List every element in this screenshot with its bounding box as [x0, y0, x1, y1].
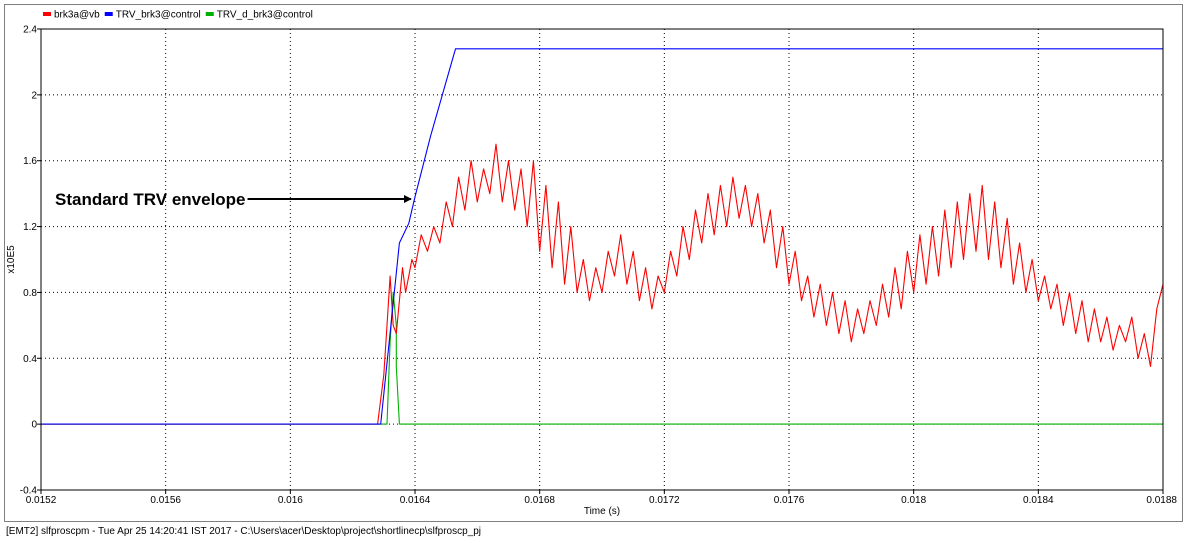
x-tick-label: 0.0168 [524, 495, 555, 506]
y-tick-label: 2.4 [23, 25, 37, 36]
x-tick-label: 0.0176 [774, 495, 805, 506]
x-tick-label: 0.0188 [1146, 495, 1177, 506]
plot-area [41, 29, 1163, 490]
trv-line-chart: 0.0152 0.0156 0.016 0.0164 0.0168 0.0172 0.017… [6, 10, 1177, 518]
legend-label: TRV_brk3@control [116, 10, 201, 21]
series-line-trv-d-brk3-control [41, 291, 1163, 425]
y-tick-label: 0 [31, 420, 37, 431]
plot-border [40, 28, 1164, 491]
legend-label: brk3a@vb [54, 10, 100, 21]
x-tick-label: 0.0184 [1023, 495, 1054, 506]
x-tick-label: 0.0164 [400, 495, 431, 506]
annotations: Standard TRV envelope [55, 190, 412, 209]
y-tick-label: 0.4 [23, 354, 37, 365]
legend-swatch [43, 12, 51, 16]
legend-swatch [205, 12, 214, 16]
plot-frame: 0.0152 0.0156 0.016 0.0164 0.0168 0.0172 0.017… [4, 4, 1183, 522]
x-axis-ticks: 0.0152 0.0156 0.016 0.0164 0.0168 0.0172 0.017… [26, 490, 1177, 506]
y-axis-ticks: -0.4 0 0.4 0.8 1.2 1.6 2 2.4 [20, 25, 41, 497]
y-tick-label: 1.6 [23, 156, 37, 167]
y-tick-label: 2 [31, 90, 37, 101]
series-line-brk3a-vb [41, 143, 1164, 425]
y-axis-label: x10E5 [6, 245, 17, 274]
legend-label: TRV_d_brk3@control [217, 10, 313, 21]
y-tick-label: -0.4 [20, 486, 38, 497]
legend: brk3a@vb TRV_brk3@control TRV_d_brk3@contr… [43, 10, 313, 21]
status-footer: [EMT2] slfproscpm - Tue Apr 25 14:20:41 … [6, 526, 482, 537]
x-tick-label: 0.018 [901, 495, 926, 506]
x-tick-label: 0.016 [278, 495, 303, 506]
legend-swatch [104, 12, 113, 16]
y-tick-label: 1.2 [23, 222, 37, 233]
annotation-text: Standard TRV envelope [55, 190, 246, 209]
x-tick-label: 0.0172 [649, 495, 680, 506]
y-tick-label: 0.8 [23, 288, 37, 299]
series-layer [41, 48, 1164, 425]
x-tick-label: 0.0156 [150, 495, 181, 506]
series-line-trv-brk3-control [41, 48, 1163, 425]
x-tick-label: 0.0152 [26, 495, 57, 506]
x-axis-label: Time (s) [584, 506, 620, 517]
